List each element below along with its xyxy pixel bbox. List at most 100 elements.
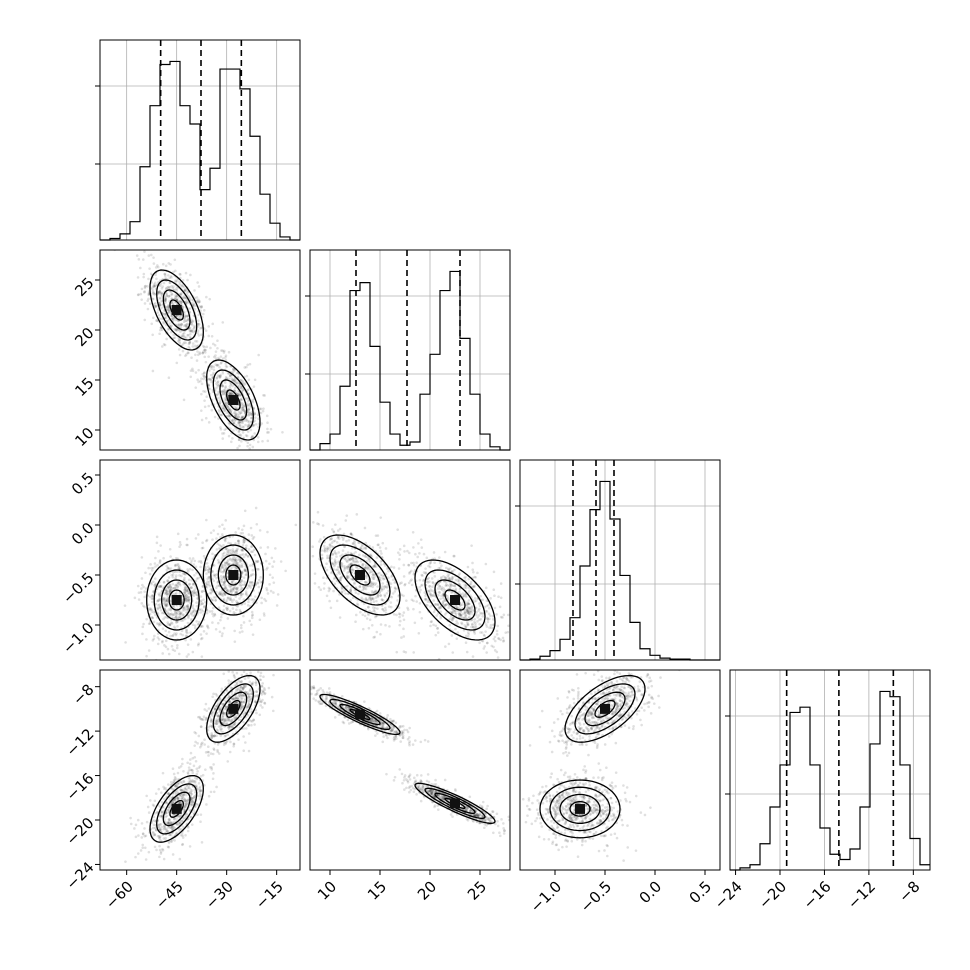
sample-point xyxy=(225,588,228,591)
sample-point xyxy=(170,840,173,843)
sample-point xyxy=(167,305,170,308)
density-contour xyxy=(210,544,257,606)
sample-point xyxy=(163,299,167,303)
sample-point xyxy=(380,552,383,555)
sample-point xyxy=(190,768,194,772)
sample-point xyxy=(179,299,182,303)
sample-point xyxy=(143,605,146,609)
density-contour xyxy=(168,589,185,611)
sample-point xyxy=(217,396,221,400)
sample-point xyxy=(288,530,291,533)
sample-point xyxy=(170,297,173,300)
sample-point xyxy=(368,597,371,600)
sample-point xyxy=(220,634,224,638)
sample-point xyxy=(212,373,215,376)
sample-point xyxy=(198,788,202,792)
sample-point xyxy=(198,785,202,789)
sample-point xyxy=(249,428,253,432)
sample-point xyxy=(158,289,161,293)
sample-point xyxy=(151,597,154,600)
sample-point xyxy=(166,599,169,602)
sample-point xyxy=(367,566,370,570)
sample-point xyxy=(216,363,219,367)
scatter-panel-0-1 xyxy=(99,249,301,451)
sample-point xyxy=(428,592,431,596)
sample-point xyxy=(222,720,226,724)
sample-point xyxy=(449,567,452,570)
sample-point xyxy=(458,587,462,591)
sample-point xyxy=(370,623,374,627)
sample-point xyxy=(171,302,175,305)
sample-point xyxy=(368,560,372,563)
sample-point xyxy=(254,681,258,684)
sample-point xyxy=(183,617,187,621)
sample-point xyxy=(398,612,402,616)
sample-point xyxy=(195,620,198,623)
sample-point xyxy=(186,317,190,321)
sample-point xyxy=(204,717,208,720)
sample-point xyxy=(183,576,186,580)
sample-point xyxy=(233,723,236,726)
sample-point xyxy=(222,388,226,392)
sample-point xyxy=(471,568,475,572)
sample-point xyxy=(157,624,161,627)
sample-point xyxy=(228,598,231,601)
sample-point xyxy=(351,596,355,600)
sample-point xyxy=(185,323,188,326)
sample-point xyxy=(157,291,161,295)
sample-point xyxy=(231,548,235,551)
sample-point xyxy=(251,564,254,567)
sample-point xyxy=(167,294,171,298)
sample-point xyxy=(190,803,194,807)
sample-point xyxy=(476,620,479,623)
sample-point xyxy=(337,570,341,573)
panel-frame xyxy=(309,249,511,451)
sample-point xyxy=(139,849,143,852)
sample-point xyxy=(232,598,236,602)
sample-point xyxy=(168,310,171,313)
sample-point xyxy=(159,326,163,329)
sample-point xyxy=(447,606,451,610)
sample-point xyxy=(466,622,470,626)
sample-point xyxy=(185,590,188,593)
sample-point xyxy=(439,606,442,610)
sample-point xyxy=(364,547,368,551)
sample-point xyxy=(181,305,185,309)
sample-point xyxy=(221,390,224,394)
sample-point xyxy=(157,585,161,588)
sample-point xyxy=(223,390,227,394)
sample-point xyxy=(229,718,233,722)
sample-point xyxy=(227,550,230,553)
sample-point xyxy=(231,670,234,674)
sample-point xyxy=(212,529,215,532)
sample-point xyxy=(162,556,165,560)
sample-point xyxy=(167,566,170,570)
sample-point xyxy=(159,544,162,547)
sample-point xyxy=(154,305,158,309)
sample-point xyxy=(241,544,245,547)
sample-point xyxy=(173,625,176,629)
sample-point xyxy=(236,605,239,608)
sample-point xyxy=(185,629,188,632)
sample-point xyxy=(223,567,226,570)
sample-point xyxy=(209,735,213,738)
sample-point xyxy=(237,415,240,419)
sample-point xyxy=(167,308,170,312)
sample-point xyxy=(347,563,351,567)
sample-point xyxy=(226,606,229,610)
sample-point xyxy=(228,414,232,418)
sample-point xyxy=(207,575,210,579)
sample-point xyxy=(371,583,374,586)
sample-point xyxy=(209,365,213,369)
sample-point xyxy=(215,722,219,726)
sample-point xyxy=(264,559,268,563)
sample-point xyxy=(194,386,198,389)
sample-point xyxy=(144,834,148,838)
sample-point xyxy=(193,289,196,292)
sample-point xyxy=(161,811,164,814)
sample-point xyxy=(390,595,394,599)
sample-point xyxy=(212,371,215,375)
sample-point xyxy=(178,282,181,286)
sample-point xyxy=(167,792,171,796)
sample-point xyxy=(226,402,229,405)
